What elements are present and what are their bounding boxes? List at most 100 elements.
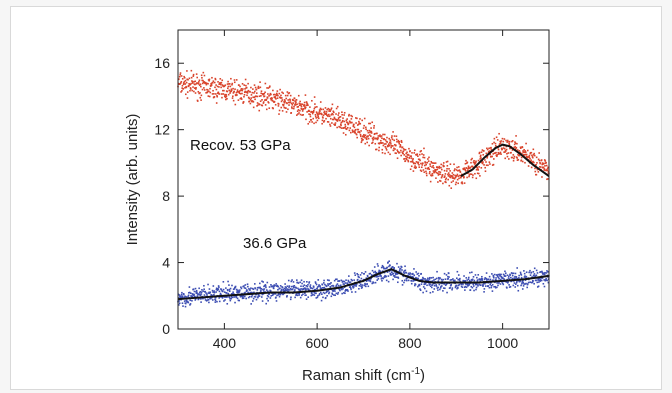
data-point	[189, 303, 192, 305]
data-point	[228, 288, 231, 291]
data-point	[448, 168, 450, 170]
data-point	[190, 76, 193, 79]
data-point	[245, 290, 248, 293]
data-point	[347, 123, 350, 126]
data-point	[255, 88, 258, 91]
data-point	[406, 156, 409, 158]
data-point	[330, 295, 333, 298]
data-point	[186, 300, 189, 303]
data-point	[319, 291, 322, 294]
data-point	[517, 153, 519, 156]
data-point	[254, 86, 257, 89]
data-point	[207, 79, 210, 81]
data-point	[211, 289, 214, 292]
data-point	[370, 135, 372, 137]
data-point	[223, 300, 225, 302]
data-point	[199, 294, 202, 297]
data-point	[540, 271, 542, 273]
data-point	[337, 280, 339, 282]
data-point	[335, 113, 337, 115]
data-point	[358, 284, 361, 287]
data-point	[368, 144, 370, 147]
data-point	[323, 121, 325, 123]
data-point	[233, 288, 236, 290]
data-point	[506, 152, 508, 155]
data-point	[497, 276, 500, 279]
data-point	[214, 86, 216, 89]
data-point	[314, 103, 316, 105]
data-point	[379, 134, 381, 136]
data-point	[260, 90, 263, 93]
data-point	[525, 271, 528, 274]
data-point	[344, 125, 347, 128]
data-point	[294, 100, 296, 102]
data-point	[208, 291, 210, 294]
data-point	[376, 263, 379, 265]
data-point	[399, 144, 402, 146]
data-point	[430, 160, 433, 163]
data-point	[406, 151, 408, 154]
data-point	[209, 87, 211, 90]
data-point	[348, 113, 350, 116]
data-point	[393, 135, 396, 137]
data-point	[401, 279, 404, 282]
data-point	[436, 270, 438, 273]
data-point	[221, 79, 224, 82]
data-point	[389, 264, 391, 267]
data-point	[375, 148, 377, 151]
data-point	[525, 275, 528, 278]
data-point	[378, 142, 381, 145]
data-point	[493, 158, 495, 160]
data-point	[418, 166, 421, 168]
data-point	[453, 163, 455, 166]
data-point	[359, 118, 361, 120]
data-point	[189, 304, 191, 306]
data-point	[243, 84, 246, 86]
data-point	[409, 155, 412, 157]
data-point	[219, 82, 221, 84]
data-point	[457, 182, 459, 185]
data-point	[380, 275, 382, 278]
data-point	[341, 280, 344, 283]
data-point	[508, 284, 510, 286]
data-point	[448, 174, 451, 176]
data-point	[230, 89, 233, 92]
data-point	[423, 278, 425, 280]
y-tick-label: 12	[154, 122, 170, 138]
data-point	[247, 296, 250, 299]
data-point	[262, 102, 265, 104]
data-point	[389, 141, 392, 143]
data-point	[445, 161, 448, 163]
data-point	[181, 296, 183, 299]
data-point	[532, 280, 534, 282]
data-point	[384, 145, 387, 148]
data-point	[250, 303, 252, 305]
data-point	[356, 136, 358, 139]
data-point	[361, 119, 364, 122]
data-point	[401, 151, 404, 154]
data-point	[285, 287, 288, 289]
data-point	[220, 83, 222, 86]
data-point	[200, 298, 202, 300]
data-point	[491, 164, 494, 166]
data-point	[429, 163, 431, 165]
data-point	[181, 87, 183, 89]
data-point	[303, 280, 305, 283]
data-point	[444, 175, 446, 177]
data-point	[318, 111, 320, 114]
x-tick-label: 400	[213, 335, 237, 351]
data-point	[511, 272, 513, 275]
data-point	[496, 286, 498, 289]
data-point	[256, 287, 259, 289]
data-point	[412, 279, 415, 281]
data-point	[197, 83, 200, 85]
data-point	[274, 93, 276, 96]
data-point	[353, 130, 355, 133]
data-point	[256, 102, 259, 104]
data-point	[395, 272, 397, 275]
data-point	[353, 123, 355, 126]
data-point	[363, 284, 366, 287]
data-point	[456, 175, 458, 177]
data-point	[508, 140, 511, 143]
data-point	[403, 158, 405, 160]
